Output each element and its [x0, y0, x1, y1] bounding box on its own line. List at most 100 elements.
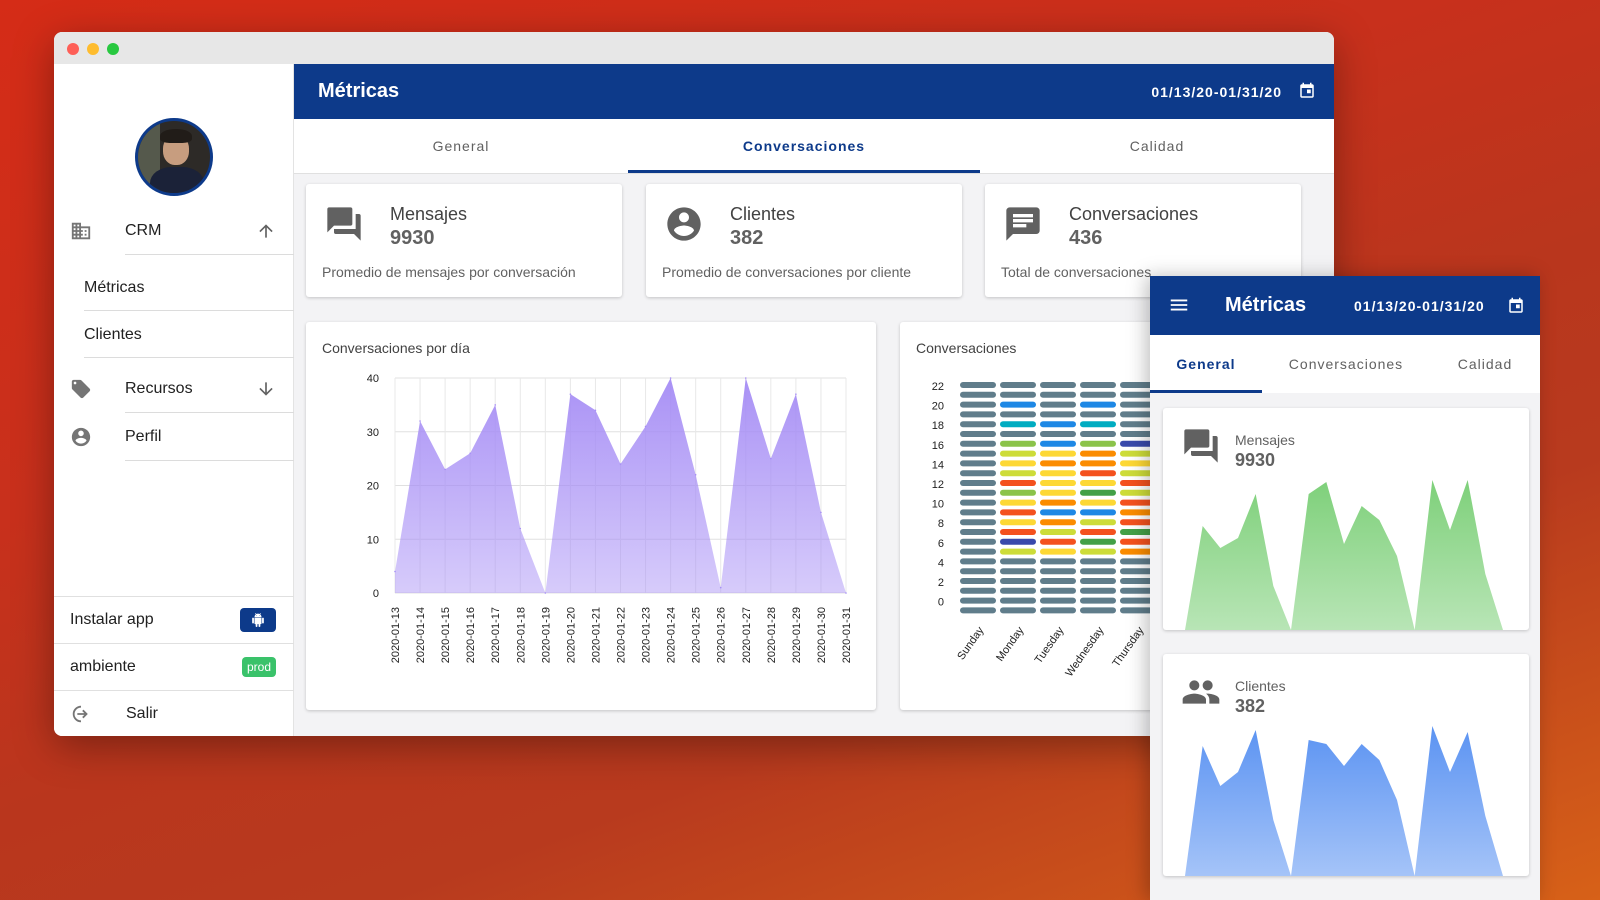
tab-conversaciones[interactable]: Conversaciones: [742, 138, 866, 154]
x-tick-label: 2020-01-21: [590, 607, 602, 663]
heatmap-cell: [1000, 489, 1036, 496]
environment-badge: prod: [241, 657, 276, 677]
people-icon: [1182, 680, 1220, 704]
heatmap-cell: [1040, 558, 1076, 565]
arrow-up-icon[interactable]: [256, 221, 276, 241]
menu-icon[interactable]: [1168, 294, 1190, 316]
mobile-tab-calidad[interactable]: Calidad: [1457, 356, 1513, 372]
chart-title: Conversaciones por día: [322, 340, 470, 356]
heatmap-cell: [960, 450, 996, 457]
heatmap-cell: [1120, 529, 1156, 535]
sidebar-item-recursos[interactable]: Recursos: [54, 365, 294, 413]
heatmap-cell: [1000, 499, 1036, 506]
heatmap-cell: [1080, 538, 1116, 545]
stat-description: Promedio de conversaciones por cliente: [662, 264, 912, 280]
heatmap-cell: [1080, 499, 1116, 506]
logout-icon: [72, 705, 88, 723]
x-tick-label: 2020-01-19: [540, 607, 552, 663]
heatmap-cell: [1040, 519, 1076, 526]
stat-card-mensajes: Mensajes 9930 Promedio de mensajes por c…: [306, 184, 622, 297]
tab-general[interactable]: General: [432, 138, 490, 154]
heatmap-cell: [1080, 548, 1116, 555]
chat-bubbles-icon: [1184, 429, 1218, 463]
x-tick-label: 2020-01-13: [390, 607, 402, 663]
data-point: [744, 377, 747, 379]
heatmap-cell: [1120, 587, 1156, 594]
heatmap-cell: [1040, 431, 1076, 437]
stat-value: 9930: [390, 227, 435, 249]
calendar-icon[interactable]: [1507, 297, 1525, 315]
sidebar-item-label: Métricas: [84, 278, 145, 296]
y-tick-label: 20: [367, 481, 379, 493]
card-name: Clientes: [1235, 678, 1286, 694]
mobile-tab-general[interactable]: General: [1176, 356, 1236, 372]
x-tick-label: 2020-01-27: [741, 607, 753, 663]
sidebar-item-perfil[interactable]: Perfil: [54, 413, 294, 461]
close-window-button[interactable]: [67, 43, 79, 55]
heatmap-cell: [1040, 578, 1076, 584]
stat-description: Promedio de mensajes por conversación: [322, 264, 576, 280]
x-tick-label: 2020-01-14: [415, 607, 427, 663]
heatmap-cell: [1080, 529, 1116, 535]
sparkline-area: [1185, 726, 1503, 876]
calendar-icon[interactable]: [1298, 82, 1316, 100]
heatmap-cell: [1080, 568, 1116, 575]
data-point: [669, 377, 672, 379]
x-tick-label: Sunday: [955, 624, 987, 662]
data-point: [469, 452, 471, 455]
arrow-down-icon[interactable]: [256, 379, 276, 399]
x-tick-label: 2020-01-31: [841, 607, 853, 663]
maximize-window-button[interactable]: [107, 43, 119, 55]
app-bar: Métricas 01/13/20-01/31/20: [294, 64, 1334, 119]
mobile-tab-conversaciones[interactable]: Conversaciones: [1288, 356, 1404, 372]
logout-row[interactable]: Salir: [54, 690, 294, 736]
data-point: [795, 393, 797, 395]
page-title: Métricas: [318, 80, 400, 102]
heatmap-cell: [1080, 460, 1116, 467]
stat-value: 382: [730, 227, 764, 249]
heatmap-cell: [1000, 391, 1036, 398]
heatmap-cell: [960, 391, 996, 398]
heatmap-cell: [1000, 450, 1036, 457]
minimize-window-button[interactable]: [87, 43, 99, 55]
data-point: [519, 527, 522, 530]
heatmap-cell: [960, 440, 996, 447]
data-point: [694, 473, 697, 476]
heatmap-cell: [960, 470, 996, 477]
heatmap-cell: [1000, 568, 1036, 575]
data-point: [569, 393, 572, 395]
heatmap-cell: [960, 548, 996, 555]
heatmap-cell: [1080, 578, 1116, 584]
heatmap-cell: [960, 558, 996, 565]
mobile-page-title: Métricas: [1225, 294, 1307, 316]
desktop-window: CRM Métricas Clientes Recursos Perfil In…: [54, 32, 1334, 736]
install-app-row[interactable]: Instalar app: [54, 596, 294, 643]
date-range[interactable]: 01/13/20-01/31/20: [1151, 84, 1282, 100]
sparkline-area: [1185, 480, 1503, 630]
stat-name: Clientes: [730, 204, 796, 224]
heatmap-cell: [1000, 607, 1036, 614]
x-tick-label: 2020-01-15: [440, 607, 452, 663]
heatmap-cell: [1000, 519, 1036, 526]
heatmap-cell: [1000, 538, 1036, 545]
heatmap-cell: [1040, 401, 1076, 408]
stat-description: Total de conversaciones: [1001, 264, 1152, 280]
heatmap-cell: [1080, 607, 1116, 614]
heatmap-cell: [1120, 548, 1156, 555]
heatmap-cell: [1120, 411, 1156, 418]
heatmap-cell: [1080, 431, 1116, 437]
avatar[interactable]: [135, 118, 213, 196]
heatmap-cell: [1080, 391, 1116, 398]
card-value: 9930: [1235, 450, 1276, 470]
tab-calidad[interactable]: Calidad: [1129, 138, 1185, 154]
mobile-date-range[interactable]: 01/13/20-01/31/20: [1354, 298, 1485, 314]
sidebar-item-crm[interactable]: CRM: [54, 207, 294, 255]
heatmap-cell: [1000, 431, 1036, 437]
x-tick-label: 2020-01-16: [465, 607, 477, 663]
sidebar-item-metricas[interactable]: Métricas: [84, 264, 294, 311]
data-point: [394, 570, 396, 573]
x-tick-label: Monday: [994, 624, 1027, 663]
heatmap-cell: [960, 489, 996, 496]
android-button[interactable]: [240, 608, 276, 632]
sidebar-item-clientes[interactable]: Clientes: [84, 311, 294, 358]
